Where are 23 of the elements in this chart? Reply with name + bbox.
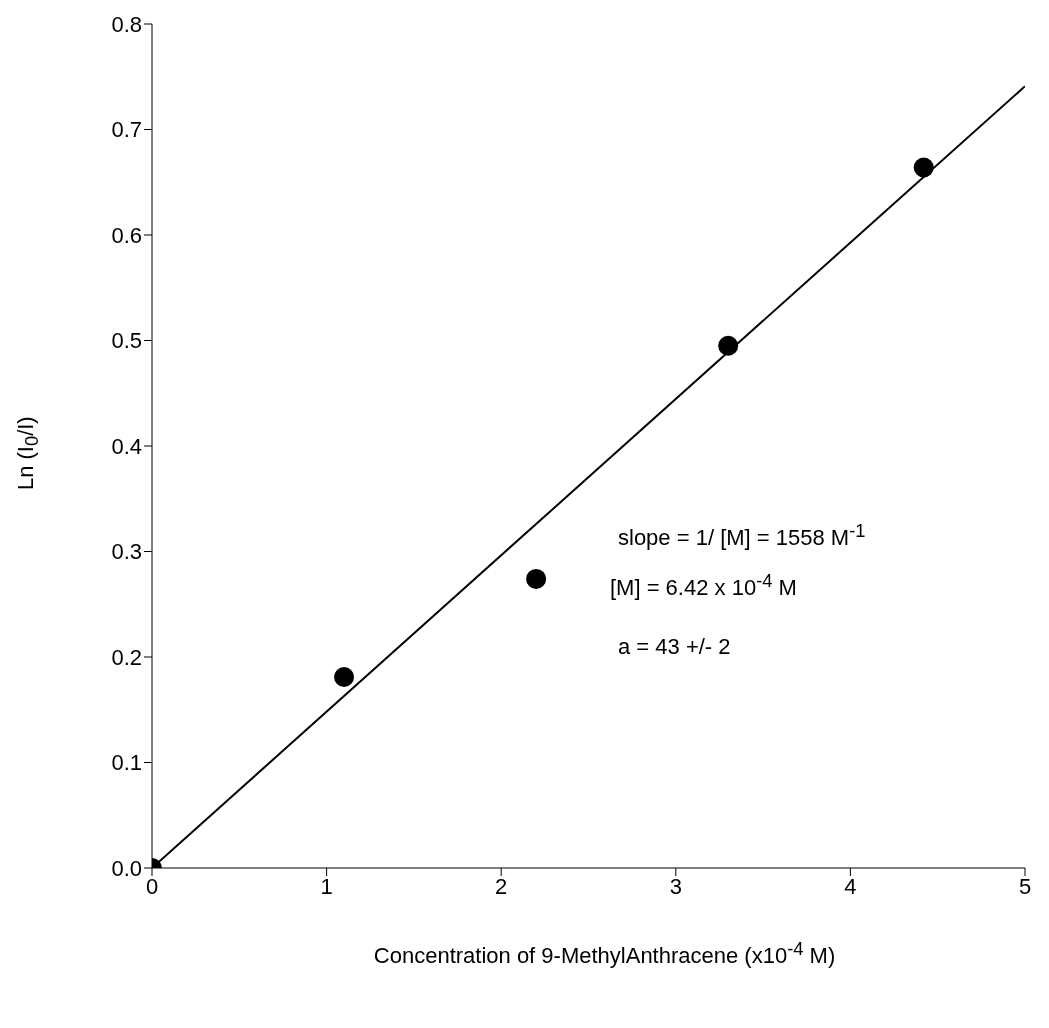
y-tick-label: 0.6 bbox=[111, 222, 142, 248]
annotation: [M] = 6.42 x 10$^{-4}$ M bbox=[610, 570, 797, 602]
y-tick-label: 0.8 bbox=[111, 11, 142, 37]
y-tick-label: 0.0 bbox=[111, 855, 142, 881]
point bbox=[334, 667, 355, 688]
annotation: slope = 1/ [M] = 1558 M$^{-1}$ bbox=[618, 520, 866, 552]
y-tick-label: 0.4 bbox=[111, 433, 142, 459]
y-tick-label: 0.5 bbox=[111, 328, 142, 354]
y-tick-label: 0.7 bbox=[111, 117, 142, 143]
x-axis-title: Concentration of 9-MethylAnthracene (x10$^{-4}$ M) bbox=[372, 938, 837, 970]
x-tick-label: 4 bbox=[844, 873, 857, 899]
annotation: a = 43 +/- 2 bbox=[618, 634, 731, 660]
x-tick-label: 5 bbox=[1018, 873, 1032, 899]
point bbox=[526, 568, 547, 589]
x-tick-label: 0 bbox=[145, 873, 159, 899]
point bbox=[913, 157, 934, 178]
x-tick-label: 2 bbox=[495, 873, 508, 899]
point bbox=[718, 335, 739, 356]
y-tick-label: 0.1 bbox=[111, 750, 142, 776]
y-tick-label: 0.2 bbox=[111, 644, 142, 670]
x-tick-label: 3 bbox=[669, 873, 682, 899]
y-tick-label: 0.3 bbox=[111, 539, 142, 565]
x-tick-label: 1 bbox=[320, 873, 333, 899]
